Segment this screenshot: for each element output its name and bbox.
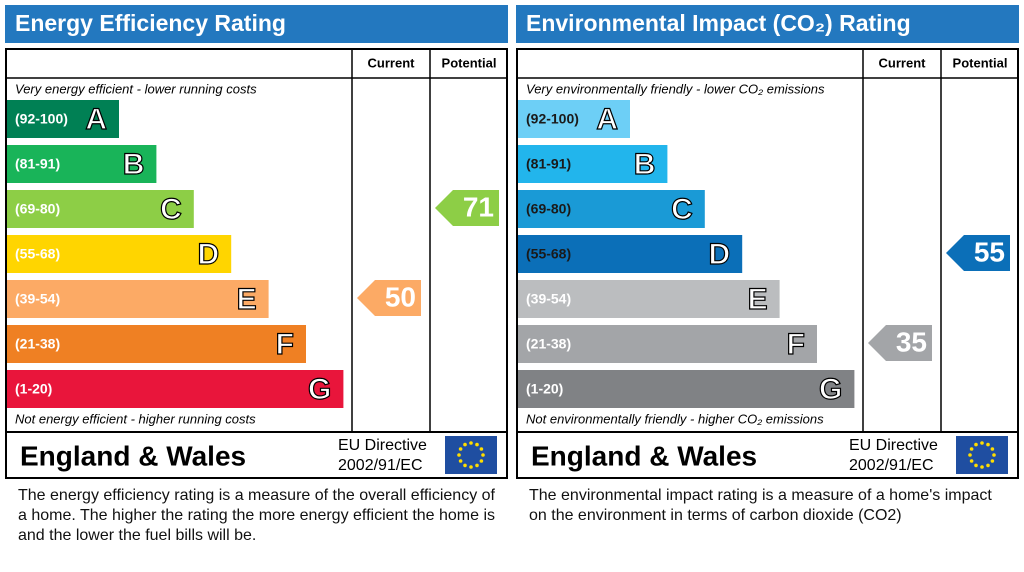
band-range: (1-20) [15,381,52,397]
eu-star [479,459,484,463]
region: England & Wales [20,440,246,471]
frame [5,48,508,479]
eu-star [990,447,995,451]
rating-band [7,190,194,228]
band-range: (21-38) [15,336,60,352]
eu-star [479,447,484,451]
band-range: (55-68) [526,246,571,262]
rating-value: 55 [974,236,1005,267]
panel-title: Energy Efficiency Rating [15,10,286,36]
rating-arrow [357,280,421,316]
description: The energy efficiency rating is a measur… [18,487,496,544]
rating-value: 71 [463,191,494,222]
directive: 2002/91/EC [338,457,423,474]
eu-star [980,441,984,445]
rating-band [518,325,817,363]
rating-band [7,100,119,138]
eu-star [986,463,990,468]
band-letter: F [276,328,294,361]
band-letter: G [819,373,842,406]
directive: EU Directive [338,437,427,454]
band-letter: B [634,148,656,181]
rating-band [7,235,232,273]
band-range: (39-54) [526,291,571,307]
rating-arrow [946,235,1010,271]
band-letter: D [709,238,731,271]
band-range: (1-20) [526,381,563,397]
note: Not energy efficient - higher running co… [15,411,256,426]
eu-star [475,463,479,468]
eu-star [969,447,974,451]
band-letter: D [198,238,220,271]
eu-star [457,453,461,457]
band-letter: C [160,193,182,226]
eu-star [980,465,984,469]
band-range: (39-54) [15,291,60,307]
eu-star [986,442,990,447]
band-letter: E [237,283,257,316]
band-range: (69-80) [526,201,571,217]
column-header: Potential [442,55,497,70]
eu-star [475,442,479,447]
eu-star [458,447,463,451]
eu-star [469,441,473,445]
eu-star [458,459,463,463]
column-header: Potential [953,55,1008,70]
band-range: (81-91) [15,156,60,172]
band-letter: F [787,328,805,361]
rating-band [518,145,668,183]
note: Very energy efficient - lower running co… [15,81,257,96]
rating-band [518,235,743,273]
note: Very environmentally friendly - lower CO… [526,81,825,96]
rating-value: 35 [896,326,927,357]
rating-band [7,145,157,183]
eu-star [992,453,996,457]
directive: 2002/91/EC [849,457,934,474]
band-letter: A [85,103,107,136]
rating-arrow [868,325,932,361]
band-letter: A [596,103,618,136]
rating-band [7,325,306,363]
eu-star [974,463,978,468]
rating-arrow [435,190,499,226]
eu-star [469,465,473,469]
band-letter: G [308,373,331,406]
rating-band [518,190,705,228]
region: England & Wales [531,440,757,471]
eu-star [974,442,978,447]
rating-band [7,280,269,318]
eu-star [969,459,974,463]
eu-star [481,453,485,457]
column-header: Current [879,55,927,70]
description: The environmental impact rating is a mea… [529,487,992,524]
band-range: (92-100) [15,111,68,127]
band-range: (92-100) [526,111,579,127]
band-letter: E [748,283,768,316]
title-bar [5,5,508,43]
band-letter: B [123,148,145,181]
band-letter: C [671,193,693,226]
band-range: (81-91) [526,156,571,172]
column-header: Current [368,55,416,70]
band-range: (55-68) [15,246,60,262]
rating-band [518,100,630,138]
eu-star [463,442,467,447]
title-bar [516,5,1019,43]
rating-band [518,370,855,408]
frame [516,48,1019,479]
note: Not environmentally friendly - higher CO… [526,411,824,426]
rating-band [7,370,344,408]
band-range: (21-38) [526,336,571,352]
rating-band [518,280,780,318]
eu-star [968,453,972,457]
panel-title: Environmental Impact (CO₂) Rating [526,10,911,36]
eu-star [463,463,467,468]
directive: EU Directive [849,437,938,454]
band-range: (69-80) [15,201,60,217]
rating-value: 50 [385,281,416,312]
eu-star [990,459,995,463]
